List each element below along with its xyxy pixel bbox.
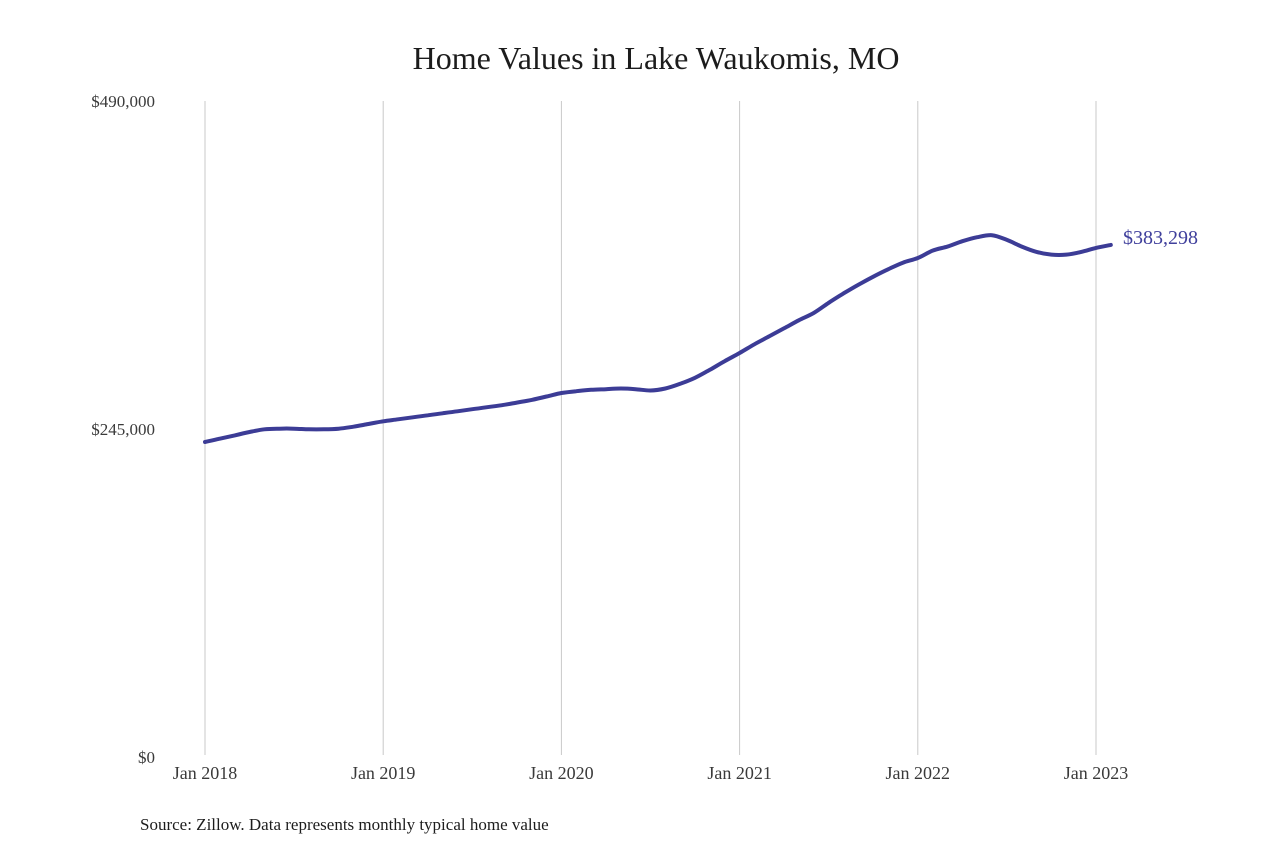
- source-note: Source: Zillow. Data represents monthly …: [140, 815, 549, 834]
- y-axis-tick-0: $0: [138, 748, 155, 767]
- x-axis-tick-jan-2020: Jan 2020: [529, 763, 594, 783]
- y-axis-tick-245000: $245,000: [91, 420, 155, 439]
- latest-value-label: $383,298: [1123, 227, 1198, 249]
- x-axis-tick-jan-2019: Jan 2019: [350, 763, 416, 783]
- x-axis-tick-jan-2018: Jan 2018: [172, 763, 238, 783]
- chart-title: Home Values in Lake Waukomis, MO: [412, 40, 900, 76]
- x-axis-tick-jan-2022: Jan 2022: [885, 763, 951, 783]
- x-axis-tick-jan-2021: Jan 2021: [707, 763, 772, 783]
- y-axis-tick-490000: $490,000: [91, 92, 155, 111]
- home-value-line-series: [203, 233, 1113, 444]
- vertical-gridlines: [204, 101, 1097, 755]
- x-axis-tick-jan-2023: Jan 2023: [1063, 763, 1129, 783]
